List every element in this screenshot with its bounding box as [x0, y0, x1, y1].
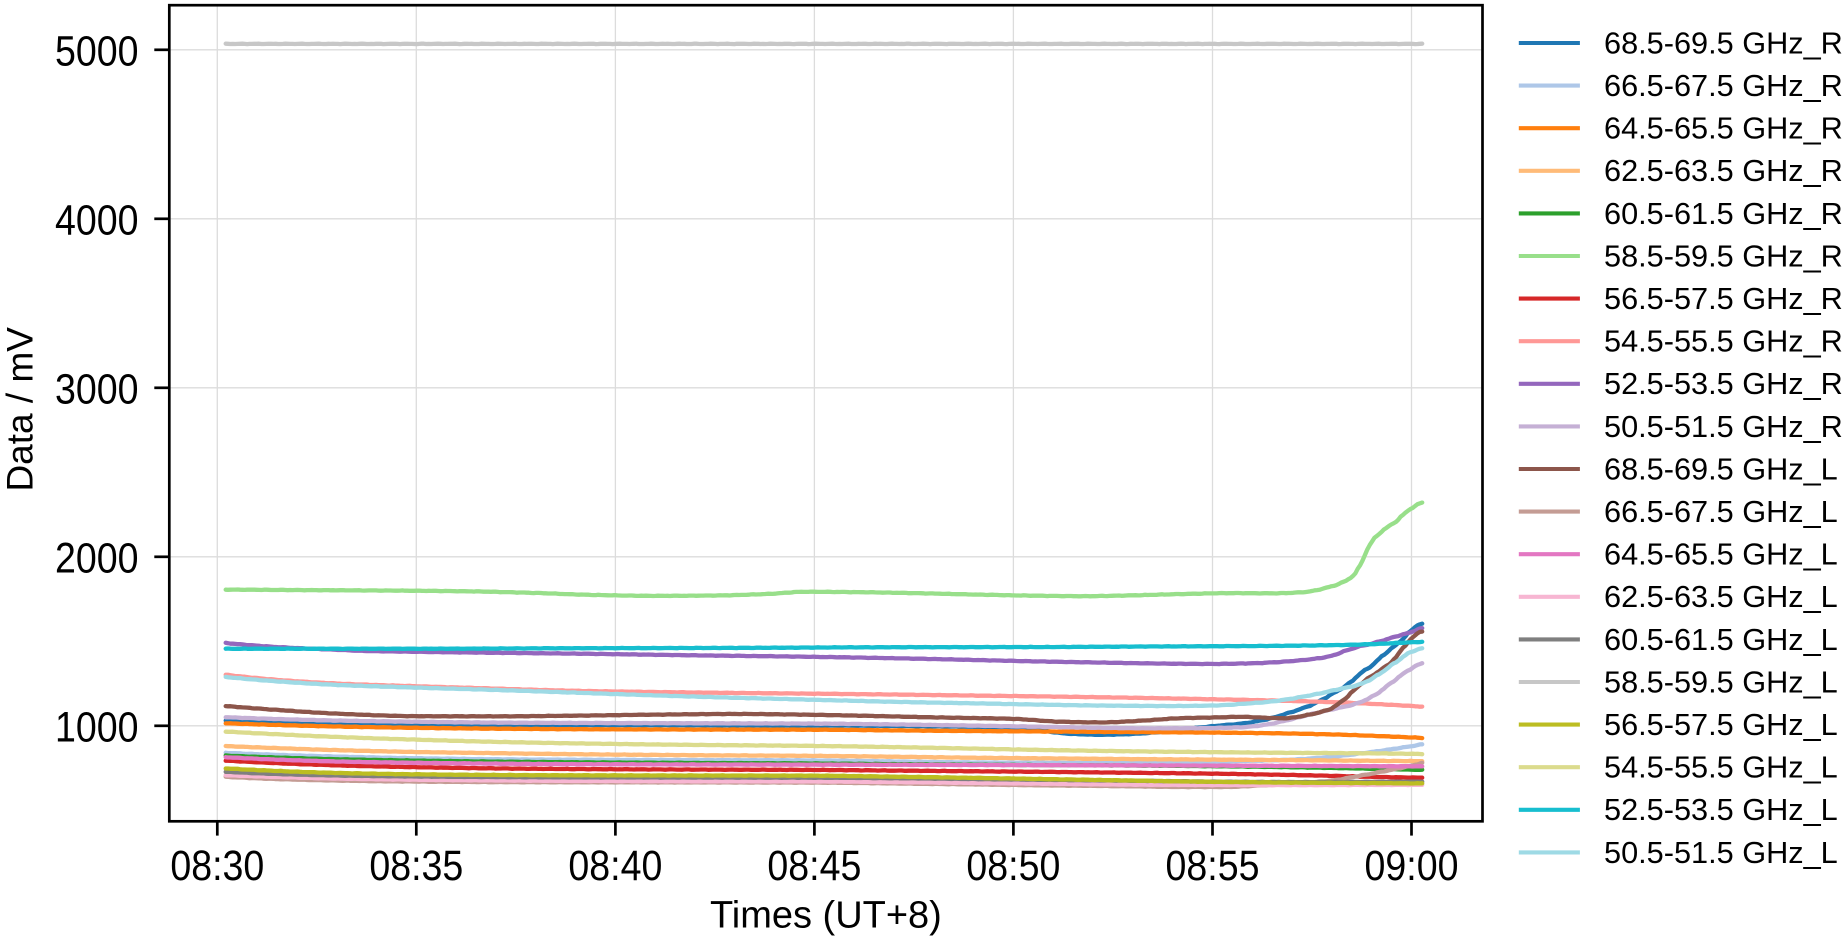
svg-text:68.5-69.5 GHz_L: 68.5-69.5 GHz_L: [1604, 451, 1838, 486]
svg-text:52.5-53.5 GHz_R: 52.5-53.5 GHz_R: [1604, 366, 1843, 401]
svg-text:1000: 1000: [55, 702, 139, 751]
svg-text:68.5-69.5 GHz_R: 68.5-69.5 GHz_R: [1604, 25, 1843, 60]
svg-text:50.5-51.5 GHz_R: 50.5-51.5 GHz_R: [1604, 409, 1843, 444]
svg-text:52.5-53.5 GHz_L: 52.5-53.5 GHz_L: [1604, 792, 1838, 827]
svg-text:50.5-51.5 GHz_L: 50.5-51.5 GHz_L: [1604, 835, 1838, 870]
svg-text:64.5-65.5 GHz_R: 64.5-65.5 GHz_R: [1604, 111, 1843, 146]
svg-text:Times (UT+8): Times (UT+8): [710, 895, 942, 937]
svg-text:3000: 3000: [55, 364, 139, 413]
svg-text:56.5-57.5 GHz_R: 56.5-57.5 GHz_R: [1604, 281, 1843, 316]
svg-text:08:35: 08:35: [369, 840, 463, 889]
svg-text:58.5-59.5 GHz_R: 58.5-59.5 GHz_R: [1604, 238, 1843, 273]
svg-text:54.5-55.5 GHz_L: 54.5-55.5 GHz_L: [1604, 750, 1838, 785]
svg-text:62.5-63.5 GHz_L: 62.5-63.5 GHz_L: [1604, 579, 1838, 614]
svg-text:54.5-55.5 GHz_R: 54.5-55.5 GHz_R: [1604, 324, 1843, 359]
svg-text:08:50: 08:50: [966, 840, 1060, 889]
svg-text:66.5-67.5 GHz_R: 66.5-67.5 GHz_R: [1604, 68, 1843, 103]
svg-text:Data / mV: Data / mV: [0, 327, 40, 492]
svg-text:60.5-61.5 GHz_L: 60.5-61.5 GHz_L: [1604, 622, 1838, 657]
svg-text:08:30: 08:30: [170, 840, 264, 889]
svg-text:58.5-59.5 GHz_L: 58.5-59.5 GHz_L: [1604, 664, 1838, 699]
svg-text:08:45: 08:45: [767, 840, 861, 889]
svg-text:08:55: 08:55: [1166, 840, 1260, 889]
svg-text:2000: 2000: [55, 533, 139, 582]
svg-text:08:40: 08:40: [568, 840, 662, 889]
svg-text:62.5-63.5 GHz_R: 62.5-63.5 GHz_R: [1604, 153, 1843, 188]
svg-text:4000: 4000: [55, 195, 139, 244]
svg-text:5000: 5000: [55, 26, 139, 75]
svg-text:64.5-65.5 GHz_L: 64.5-65.5 GHz_L: [1604, 537, 1838, 572]
svg-text:66.5-67.5 GHz_L: 66.5-67.5 GHz_L: [1604, 494, 1838, 529]
svg-text:09:00: 09:00: [1365, 840, 1459, 889]
svg-text:60.5-61.5 GHz_R: 60.5-61.5 GHz_R: [1604, 196, 1843, 231]
svg-text:56.5-57.5 GHz_L: 56.5-57.5 GHz_L: [1604, 707, 1838, 742]
